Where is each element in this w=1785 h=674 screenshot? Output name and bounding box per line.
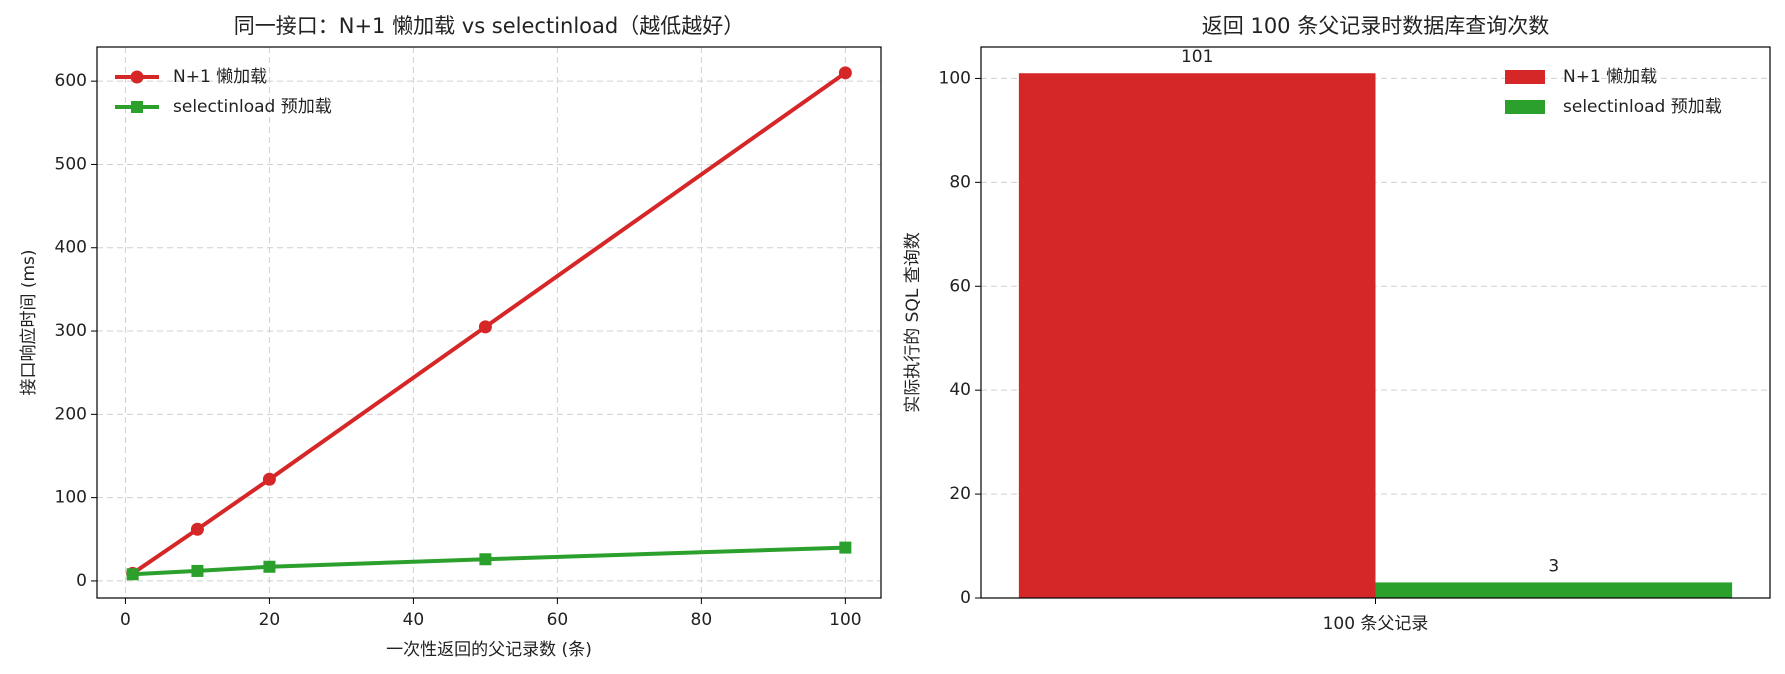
y-tick-label: 20 bbox=[949, 484, 971, 504]
marker bbox=[191, 564, 204, 577]
marker bbox=[262, 472, 276, 486]
y-tick-label: 300 bbox=[55, 321, 87, 341]
plot-frame bbox=[980, 46, 1771, 599]
y-tick-label: 60 bbox=[949, 276, 971, 296]
x-axis-label: 一次性返回的父记录数 (条) bbox=[386, 640, 592, 660]
y-tick-label: 200 bbox=[55, 404, 87, 424]
y-tick-label: 400 bbox=[55, 238, 87, 258]
legend-label: N+1 懒加载 bbox=[173, 67, 267, 87]
y-axis-label: 实际执行的 SQL 查询数 bbox=[903, 232, 923, 412]
y-tick-label: 0 bbox=[960, 588, 971, 608]
x-tick-label: 100 bbox=[829, 610, 861, 630]
legend-swatch bbox=[1505, 70, 1545, 84]
marker bbox=[131, 101, 143, 113]
legend-label: selectinload 预加载 bbox=[1563, 97, 1722, 117]
y-tick-label: 40 bbox=[949, 380, 971, 400]
marker bbox=[478, 320, 492, 334]
marker bbox=[839, 541, 852, 554]
bar bbox=[1018, 73, 1376, 598]
marker bbox=[838, 66, 852, 80]
y-tick-label: 100 bbox=[55, 488, 87, 508]
marker bbox=[479, 553, 492, 566]
marker bbox=[190, 522, 204, 536]
x-tick-label: 60 bbox=[547, 610, 569, 630]
value-label: 101 bbox=[1181, 47, 1213, 67]
marker bbox=[263, 560, 276, 573]
legend-label: N+1 懒加载 bbox=[1563, 67, 1657, 87]
chart-title: 同一接口：N+1 懒加载 vs selectinload（越低越好） bbox=[234, 14, 744, 38]
x-tick-label: 0 bbox=[120, 610, 131, 630]
x-tick-label: 100 条父记录 bbox=[1323, 614, 1429, 634]
x-tick-label: 40 bbox=[403, 610, 425, 630]
value-label: 3 bbox=[1548, 556, 1559, 576]
plot-frame bbox=[96, 46, 882, 599]
legend-swatch bbox=[1505, 100, 1545, 114]
y-tick-label: 80 bbox=[949, 172, 971, 192]
x-tick-label: 20 bbox=[259, 610, 281, 630]
x-tick-label: 80 bbox=[691, 610, 713, 630]
marker bbox=[130, 70, 144, 84]
y-axis-label: 接口响应时间 (ms) bbox=[19, 249, 39, 395]
y-tick-label: 600 bbox=[55, 71, 87, 91]
y-tick-label: 500 bbox=[55, 154, 87, 174]
bar bbox=[1375, 582, 1733, 598]
marker bbox=[126, 568, 139, 581]
chart-title: 返回 100 条父记录时数据库查询次数 bbox=[1202, 14, 1549, 38]
legend-label: selectinload 预加载 bbox=[173, 97, 332, 117]
y-tick-label: 0 bbox=[76, 571, 87, 591]
y-tick-label: 100 bbox=[939, 68, 971, 88]
